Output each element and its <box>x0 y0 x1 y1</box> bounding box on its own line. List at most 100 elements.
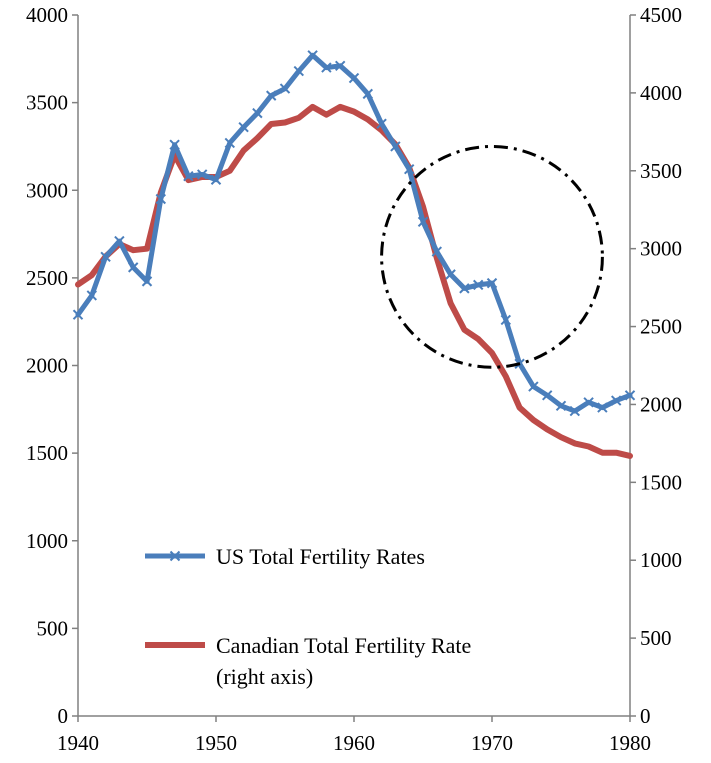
left-tick-label: 1500 <box>26 441 68 465</box>
x-marker-stroke <box>528 381 539 392</box>
x-marker-stroke <box>569 405 581 417</box>
us-fertility-point <box>597 402 608 413</box>
left-tick-label: 3000 <box>26 178 68 202</box>
right-tick-label: 1500 <box>640 470 682 494</box>
x-marker-stroke <box>265 90 277 101</box>
x-marker-stroke <box>583 397 594 408</box>
x-marker-stroke <box>624 390 636 401</box>
left-tick-label: 3500 <box>26 91 68 115</box>
x-marker-stroke <box>390 141 401 152</box>
x-marker-stroke <box>321 62 332 73</box>
series-layer <box>72 50 636 459</box>
us-fertility-point <box>141 276 153 287</box>
right-tick-label: 2000 <box>640 392 682 416</box>
x-marker-stroke <box>141 276 153 287</box>
right-tick-label: 500 <box>640 626 672 650</box>
x-tick-label: 1960 <box>333 731 375 755</box>
x-marker-stroke <box>445 269 456 280</box>
us-fertility-point <box>348 72 360 84</box>
x-marker-stroke <box>279 83 291 94</box>
x-marker-stroke <box>403 164 415 175</box>
us-fertility-point <box>127 262 139 273</box>
right-tick-label: 4000 <box>640 81 682 105</box>
x-marker-stroke <box>348 72 360 84</box>
x-axis: 1940 1950 1960 1970 1980 <box>57 715 651 755</box>
x-marker-stroke <box>72 309 84 320</box>
legend: US Total Fertility Rates Canadian Total F… <box>145 544 471 689</box>
us-fertility-point <box>114 235 125 247</box>
us-fertility-point <box>569 405 581 417</box>
us-fertility-point <box>321 62 332 73</box>
us-fertility-point <box>390 141 401 152</box>
right-tick-label: 3000 <box>640 237 682 261</box>
legend-canada-label-note: (right axis) <box>216 664 313 689</box>
us-fertility-point <box>100 251 111 263</box>
x-marker-stroke <box>196 169 208 180</box>
x-marker-stroke <box>555 400 567 412</box>
left-tick-label: 2500 <box>26 266 68 290</box>
us-fertility-point <box>224 137 236 149</box>
legend-us-label: US Total Fertility Rates <box>216 544 425 569</box>
x-marker-stroke <box>376 118 387 129</box>
x-marker-stroke <box>610 395 622 406</box>
left-tick-label: 0 <box>58 704 69 728</box>
x-marker-stroke <box>541 390 553 401</box>
left-tick-label: 4000 <box>26 3 68 27</box>
x-tick-label: 1980 <box>609 731 651 755</box>
x-marker-stroke <box>169 139 180 150</box>
us-fertility-point <box>86 290 98 301</box>
us-fertility-point <box>252 107 263 119</box>
us-fertility-point <box>183 171 194 182</box>
left-axis: 0 500 1000 1500 2000 2500 3000 3500 4000 <box>26 3 79 728</box>
x-marker-stroke <box>472 279 484 291</box>
us-fertility-point <box>238 121 249 133</box>
x-marker-stroke <box>114 235 125 247</box>
us-fertility-point <box>210 174 222 185</box>
x-marker-stroke <box>431 246 443 257</box>
us-fertility-point <box>459 283 470 294</box>
legend-canada-label: Canadian Total Fertility Rate <box>216 633 471 658</box>
x-marker-stroke <box>293 65 305 77</box>
right-axis: 0 500 1000 1500 2000 2500 3000 3500 4000 4500 <box>629 3 682 728</box>
us-fertility-point <box>334 60 346 72</box>
x-marker-stroke <box>417 216 429 228</box>
x-marker-stroke <box>334 60 346 72</box>
us-fertility-point <box>417 216 429 228</box>
x-marker-stroke <box>362 88 374 100</box>
us-fertility-point <box>279 83 291 94</box>
us-fertility-point <box>155 193 167 205</box>
x-marker-stroke <box>252 107 263 119</box>
us-fertility-point <box>265 90 277 101</box>
x-marker-stroke <box>100 251 111 263</box>
us-fertility-point <box>72 309 84 320</box>
right-tick-label: 1000 <box>640 548 682 572</box>
x-tick-label: 1950 <box>195 731 237 755</box>
x-marker-stroke <box>210 174 222 185</box>
x-marker-stroke <box>155 193 167 205</box>
annotation-layer <box>380 144 604 369</box>
right-tick-label: 4500 <box>640 3 682 27</box>
us-fertility-point <box>293 65 305 77</box>
us-fertility-point <box>541 390 553 401</box>
us-fertility-point <box>403 164 415 175</box>
x-marker-stroke <box>86 290 98 301</box>
us-fertility-point <box>486 277 498 289</box>
x-tick-label: 1940 <box>57 731 99 755</box>
x-marker-stroke <box>500 314 512 326</box>
us-fertility-point <box>376 118 387 129</box>
us-fertility-point <box>528 381 539 392</box>
x-marker-stroke <box>127 262 139 273</box>
x-marker-stroke <box>486 277 498 289</box>
x-marker-stroke <box>238 121 249 133</box>
us-fertility-point <box>307 50 318 61</box>
us-fertility-point <box>610 395 622 406</box>
us-fertility-point <box>624 390 636 401</box>
right-tick-label: 3500 <box>640 159 682 183</box>
x-tick-label: 1970 <box>471 731 513 755</box>
x-marker-stroke <box>224 137 236 149</box>
us-fertility-point <box>445 269 456 280</box>
legend-us-marker <box>169 550 181 562</box>
us-fertility-point <box>583 397 594 408</box>
left-tick-label: 1000 <box>26 529 68 553</box>
